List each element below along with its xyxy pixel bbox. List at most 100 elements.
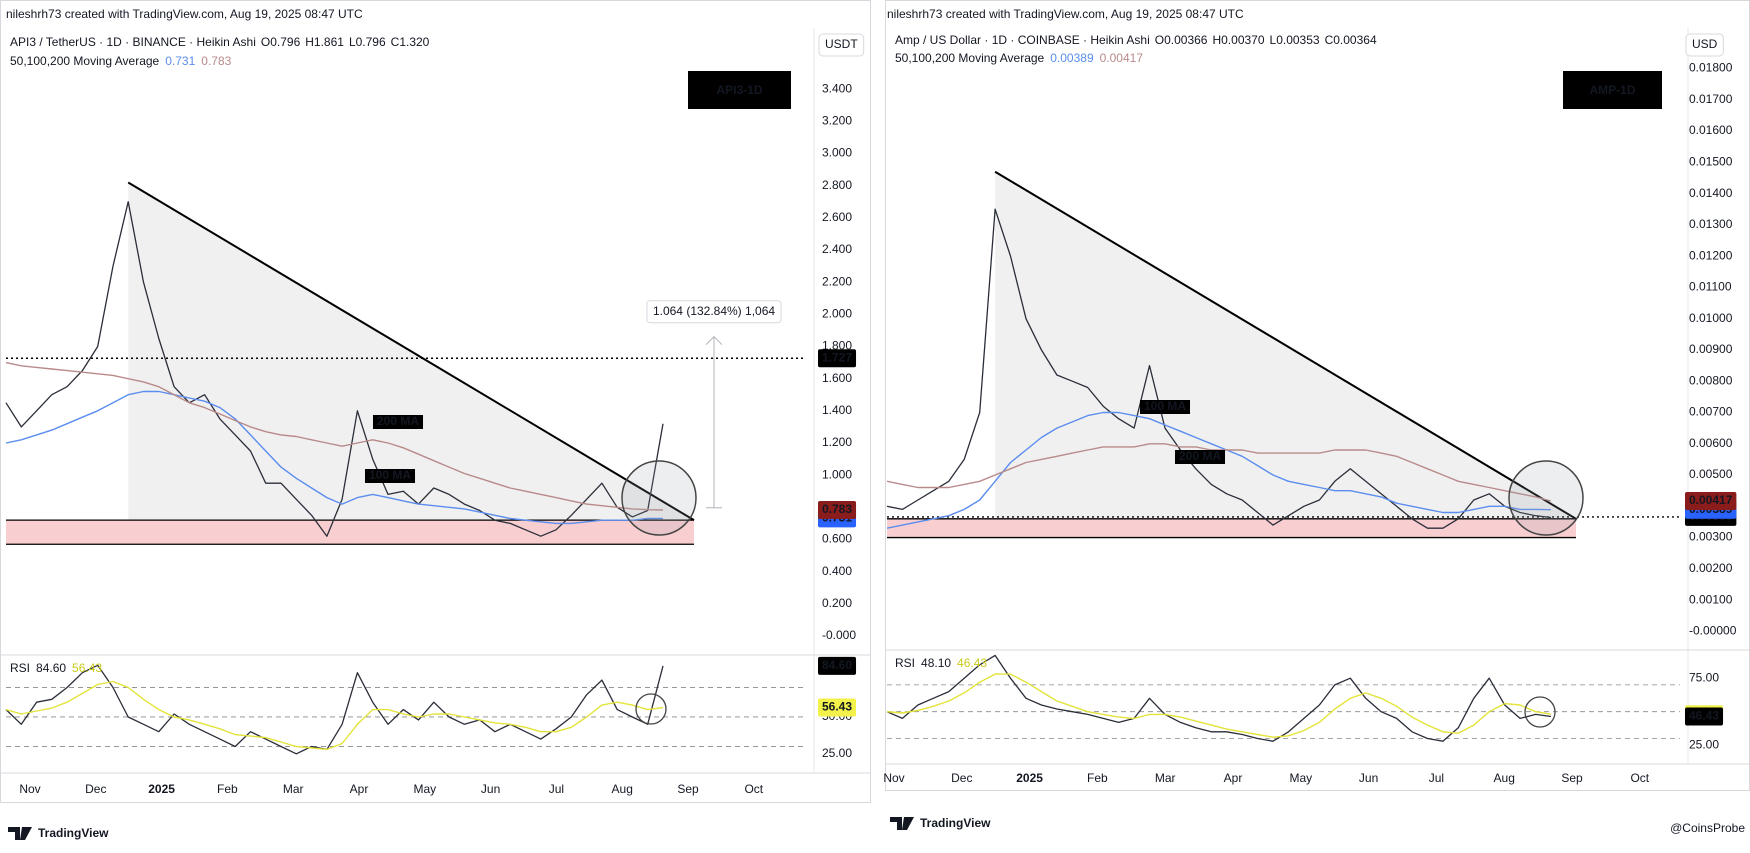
y-tick-label: 0.00600 — [1689, 436, 1733, 450]
x-tick-label: Apr — [1224, 771, 1243, 785]
y-tick-label: 3.200 — [822, 114, 852, 128]
ma-tag-box — [372, 415, 424, 429]
ohlc-value: C0.00364 — [1325, 33, 1377, 47]
rsi-legend: RSI 84.60 56.43 — [10, 661, 102, 675]
ma-title: 50,100,200 Moving Average — [10, 54, 160, 68]
y-tick-label: 0.200 — [822, 596, 852, 610]
y-tick-label: 0.01700 — [1689, 92, 1733, 106]
series-line — [886, 411, 1552, 529]
ma-legend: 50,100,200 Moving Average 0.731 0.783 — [10, 54, 232, 68]
ohlc-value: L0.796 — [349, 35, 386, 49]
rsi-current-label-box — [1685, 707, 1724, 726]
y-tick-label: 0.01300 — [1689, 217, 1733, 231]
y-tick-label: 0.600 — [822, 532, 852, 546]
badge: API3-1D — [716, 83, 762, 97]
series-line — [886, 654, 1552, 742]
measure-label-box — [646, 300, 782, 324]
rsi-current-label: 84.60 — [822, 658, 852, 672]
ohlc-value: H0.00370 — [1212, 33, 1264, 47]
ma-value: 0.00389 — [1050, 51, 1094, 65]
x-tick-label: Sep — [1561, 771, 1583, 785]
x-tick-label: Jun — [481, 782, 500, 796]
rsi-circle — [635, 693, 667, 725]
badge-box — [688, 71, 791, 109]
y-tick-label: 3.400 — [822, 81, 852, 95]
x-tick-label: Sep — [677, 782, 699, 796]
badge: AMP-1D — [1589, 83, 1635, 97]
y-tick-label: 2.400 — [822, 242, 852, 256]
ma-price-label: 0.00417 — [1689, 493, 1733, 507]
series-line — [886, 673, 1552, 738]
x-tick-label: Nov — [883, 771, 904, 785]
y-tick-label: 0.400 — [822, 564, 852, 578]
ohlc-value: O0.00366 — [1155, 33, 1208, 47]
rsi-value: 84.60 — [36, 661, 66, 675]
y-tick-label: 1.800 — [822, 339, 852, 353]
x-tick-label: May — [1289, 771, 1312, 785]
panel-frame — [885, 0, 1750, 791]
trendline — [127, 181, 695, 522]
last-price-label-box — [818, 349, 857, 368]
y-tick-label: 0.01800 — [1689, 61, 1733, 75]
rsi-value: 48.10 — [921, 656, 951, 670]
rsi-tick-label: 25.00 — [1689, 737, 1719, 751]
series-line — [886, 208, 1552, 529]
support-zone — [6, 520, 694, 545]
y-tick-label: 0.01400 — [1689, 186, 1733, 200]
ma-price-label-box — [818, 501, 857, 520]
series-line — [5, 680, 664, 751]
x-tick-label: Dec — [951, 771, 972, 785]
logo: TradingView — [920, 816, 991, 830]
measure-arrow — [705, 335, 723, 346]
x-tick-label: Feb — [217, 782, 238, 796]
logo: TradingView — [38, 826, 109, 840]
ohlc-value: C1.320 — [391, 35, 430, 49]
x-tick-label: Feb — [1087, 771, 1108, 785]
x-tick-label: Jul — [1429, 771, 1444, 785]
y-tick-label: 0.01600 — [1689, 123, 1733, 137]
legend: Amp / US Dollar · 1D · COINBASE · Heikin… — [895, 33, 1377, 47]
y-tick-label: 1.400 — [822, 403, 852, 417]
ma-legend: 50,100,200 Moving Average 0.00389 0.00417 — [895, 51, 1143, 65]
rsi-value: 46.43 — [957, 656, 987, 670]
measure-label: 1.064 (132.84%) 1,064 — [653, 304, 775, 318]
ma-price-label-box — [1685, 491, 1737, 510]
ma-value: 0.00417 — [1100, 51, 1144, 65]
x-tick-label: May — [413, 782, 436, 796]
y-tick-label: 0.00300 — [1689, 530, 1733, 544]
x-tick-label: Jun — [1359, 771, 1378, 785]
ma-tag-box — [364, 469, 416, 483]
x-tick-label: Mar — [1155, 771, 1176, 785]
y-tick-label: 3.000 — [822, 146, 852, 160]
credit: nileshrh73 created with TradingView.com,… — [887, 7, 1244, 21]
legend: API3 / TetherUS · 1D · BINANCE · Heikin … — [10, 35, 430, 49]
rsi-title: RSI — [895, 656, 915, 670]
ma-tag: 200 MA — [1179, 449, 1221, 463]
credit: nileshrh73 created with TradingView.com,… — [6, 7, 363, 21]
y-tick-label: -0.00000 — [1689, 624, 1737, 638]
highlight-circle — [621, 460, 697, 536]
rsi-tick-label: 75.00 — [1689, 670, 1719, 684]
y-tick-label: 2.600 — [822, 210, 852, 224]
series-line — [5, 361, 664, 511]
y-tick-label: 0.00200 — [1689, 561, 1733, 575]
currency: USDT — [825, 37, 858, 51]
series-line — [5, 201, 664, 537]
currency-box — [818, 33, 865, 57]
y-tick-label: 1.000 — [822, 467, 852, 481]
x-tick-label: Jul — [549, 782, 564, 796]
ma-value: 0.731 — [165, 54, 195, 68]
logo-icon — [8, 827, 32, 840]
ma-tag-box — [1174, 450, 1226, 464]
x-tick-label: Mar — [283, 782, 304, 796]
rsi-current-label: 46.43 — [1689, 709, 1719, 723]
ma-tag: 100 MA — [1144, 399, 1186, 413]
y-tick-label: 0.01200 — [1689, 248, 1733, 262]
y-tick-label: 0.00900 — [1689, 342, 1733, 356]
symbol-name: Amp / US Dollar — [895, 33, 981, 47]
symbol-info: · 1D · COINBASE · Heikin Ashi — [981, 33, 1150, 47]
y-tick-label: 2.000 — [822, 307, 852, 321]
x-tick-label: Aug — [1494, 771, 1515, 785]
series-line — [5, 664, 664, 755]
rsi-title: RSI — [10, 661, 30, 675]
